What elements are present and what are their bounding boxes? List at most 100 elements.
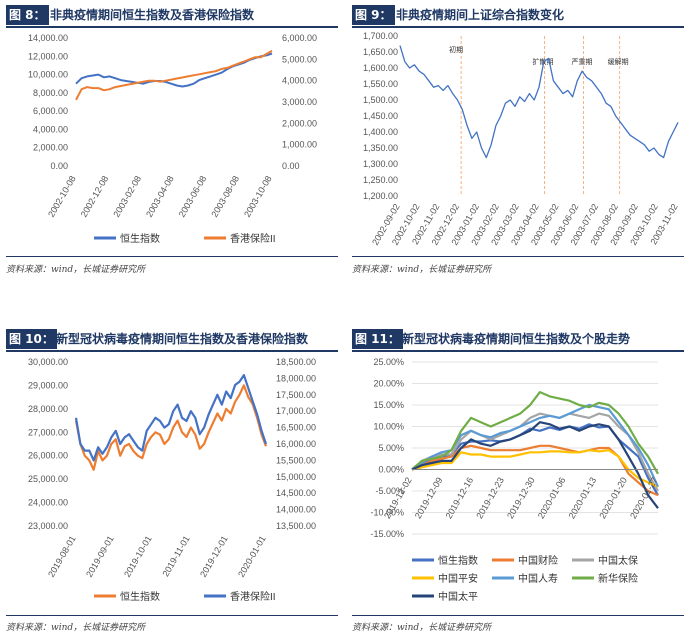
y-right-tick-label: 13,500.00 — [276, 521, 316, 531]
y-left-tick-label: 25,000.00 — [28, 474, 68, 484]
legend-label: 中国财险 — [518, 554, 558, 567]
legend-label: 中国太保 — [598, 554, 638, 567]
y-tick-label: 5.00% — [378, 443, 404, 453]
y-left-tick-label: 24,000.00 — [28, 498, 68, 508]
panel-fig8: 图 8： 非典疫情期间恒生指数及香港保险指数 2002-10-08 2002-12… — [6, 4, 338, 275]
y-tick-label: 10.00% — [373, 422, 404, 432]
legend-label: 中国人寿 — [518, 572, 558, 585]
y-right-tick-label: 18,000.00 — [276, 373, 316, 383]
y-right-tick-label: 16,000.00 — [276, 439, 316, 449]
y-left-tick-label: 29,000.00 — [28, 380, 68, 390]
divider — [6, 256, 338, 257]
y-tick-label: 1,650.00 — [363, 47, 398, 57]
figure-tag: 图 8： — [6, 5, 49, 25]
y-tick-label: 1,250.00 — [363, 175, 398, 185]
source-label: 资料来源：wind，长城证券研究所 — [6, 623, 146, 633]
divider — [6, 615, 338, 616]
phase-label: 扩散期 — [533, 57, 554, 66]
y-tick-label: 25.00% — [373, 357, 404, 367]
y-right-tick-label: 3,000.00 — [282, 97, 317, 107]
figure-tag: 图 9： — [352, 5, 395, 25]
title-bar: 图 11： 新型冠状病毒疫情期间恒生指数及个股走势 — [352, 328, 684, 352]
y-right-tick-label: 14,000.00 — [276, 505, 316, 515]
y-left-tick-label: 6,000.00 — [33, 106, 68, 116]
y-right-tick-label: 2,000.00 — [282, 118, 317, 128]
y-right-tick-label: 17,500.00 — [276, 390, 316, 400]
y-left-tick-label: 2,000.00 — [33, 143, 68, 153]
y-tick-label: 1,500.00 — [363, 95, 398, 105]
y-left-tick-label: 14,000.00 — [28, 33, 68, 43]
series-line — [411, 449, 659, 488]
x-tick-label: 2019-12-30 — [505, 476, 537, 521]
figure-tag: 图 11： — [352, 329, 403, 349]
x-tick-label: 2003-04-08 — [144, 174, 176, 219]
x-tick-label: 2020-01-06 — [536, 476, 568, 521]
x-tick-label: 2019-12-01 — [198, 534, 230, 579]
legend-label: 新华保险 — [598, 572, 638, 585]
figure-title: 非典疫情期间恒生指数及香港保险指数 — [50, 8, 255, 22]
x-tick-label: 2002-12-08 — [79, 174, 111, 219]
y-left-tick-label: 0.00 — [50, 161, 68, 171]
legend-label: 香港保险II — [230, 232, 276, 245]
y-tick-label: 1,700.00 — [363, 31, 398, 41]
series-line — [74, 384, 268, 471]
y-tick-label: -15.00% — [370, 529, 404, 539]
y-left-tick-label: 28,000.00 — [28, 404, 68, 414]
y-right-tick-label: 14,500.00 — [276, 488, 316, 498]
y-left-tick-label: 4,000.00 — [33, 124, 68, 134]
x-tick-label: 2019-09-01 — [84, 534, 116, 579]
legend-label: 恒生指数 — [120, 232, 160, 245]
x-tick-label: 2019-11-01 — [160, 534, 191, 578]
y-tick-label: -5.00% — [375, 486, 404, 496]
y-right-tick-label: 18,500.00 — [276, 357, 316, 367]
title-bar: 图 8： 非典疫情期间恒生指数及香港保险指数 — [6, 4, 338, 28]
phase-label: 缓解期 — [608, 57, 629, 66]
legend-label: 恒生指数 — [438, 554, 478, 567]
y-right-tick-label: 17,000.00 — [276, 406, 316, 416]
y-tick-label: 1,550.00 — [363, 79, 398, 89]
x-tick-label: 2019-12-16 — [444, 476, 476, 521]
series-line — [399, 45, 679, 159]
chart-fig11: 25.00% 20.00% 15.00% 10.00% 5.00% 0.00% -5.00%… — [370, 357, 660, 603]
series-line — [75, 49, 273, 101]
panel-fig11: 图 11： 新型冠状病毒疫情期间恒生指数及个股走势 25.00% 20.00% 15… — [352, 328, 684, 634]
chart-fig8: 2002-10-08 2002-12-08 2003-02-08 2003-04-08… — [28, 33, 317, 245]
y-right-tick-label: 5,000.00 — [282, 54, 317, 64]
x-tick-label: 2003-08-08 — [209, 174, 241, 219]
y-left-tick-label: 26,000.00 — [28, 451, 68, 461]
y-right-tick-label: 15,000.00 — [276, 472, 316, 482]
y-tick-label: 1,400.00 — [363, 127, 398, 137]
series-line — [411, 421, 659, 509]
source-label: 资料来源：wind，长城证券研究所 — [352, 623, 492, 633]
y-right-tick-label: 15,500.00 — [276, 455, 316, 465]
x-tick-label: 2019-08-01 — [46, 534, 78, 579]
divider — [352, 615, 684, 616]
x-tick-label: 2019-10-01 — [122, 534, 154, 579]
legend-label: 恒生指数 — [120, 590, 160, 603]
divider — [352, 256, 684, 257]
phase-label: 严重期 — [571, 58, 592, 66]
figure-tag: 图 10： — [6, 329, 57, 349]
y-right-tick-label: 4,000.00 — [282, 76, 317, 86]
y-tick-label: 1,350.00 — [363, 143, 398, 153]
x-tick-label: 2020-01-13 — [567, 476, 599, 521]
series-line — [411, 390, 659, 475]
y-tick-label: 20.00% — [373, 379, 404, 389]
y-tick-label: 1,450.00 — [363, 111, 398, 121]
figure-title: 非典疫情期间上证综合指数变化 — [396, 8, 565, 22]
x-tick-label: 2020-01-01 — [236, 534, 268, 579]
chart-fig10: 2019-08-01 2019-09-01 2019-10-01 2019-11-01… — [28, 357, 316, 603]
legend-label: 香港保险II — [230, 590, 276, 603]
y-tick-label: 0.00% — [378, 465, 404, 475]
title-bar: 图 9： 非典疫情期间上证综合指数变化 — [352, 4, 684, 28]
source-label: 资料来源：wind，长城证券研究所 — [352, 265, 492, 275]
y-tick-label: -10.00% — [370, 508, 404, 518]
y-left-tick-label: 12,000.00 — [28, 51, 68, 61]
x-tick-label: 2003-02-08 — [111, 174, 143, 219]
x-tick-label: 2002-10-08 — [46, 174, 78, 219]
x-tick-label: 2020-01-20 — [597, 476, 629, 521]
legend-label: 中国太平 — [438, 590, 478, 603]
x-tick-label: 2020-01-27 — [628, 476, 660, 521]
series-line — [411, 412, 659, 492]
figure-title: 新型冠状病毒疫情期间恒生指数及香港保险指数 — [56, 332, 309, 346]
